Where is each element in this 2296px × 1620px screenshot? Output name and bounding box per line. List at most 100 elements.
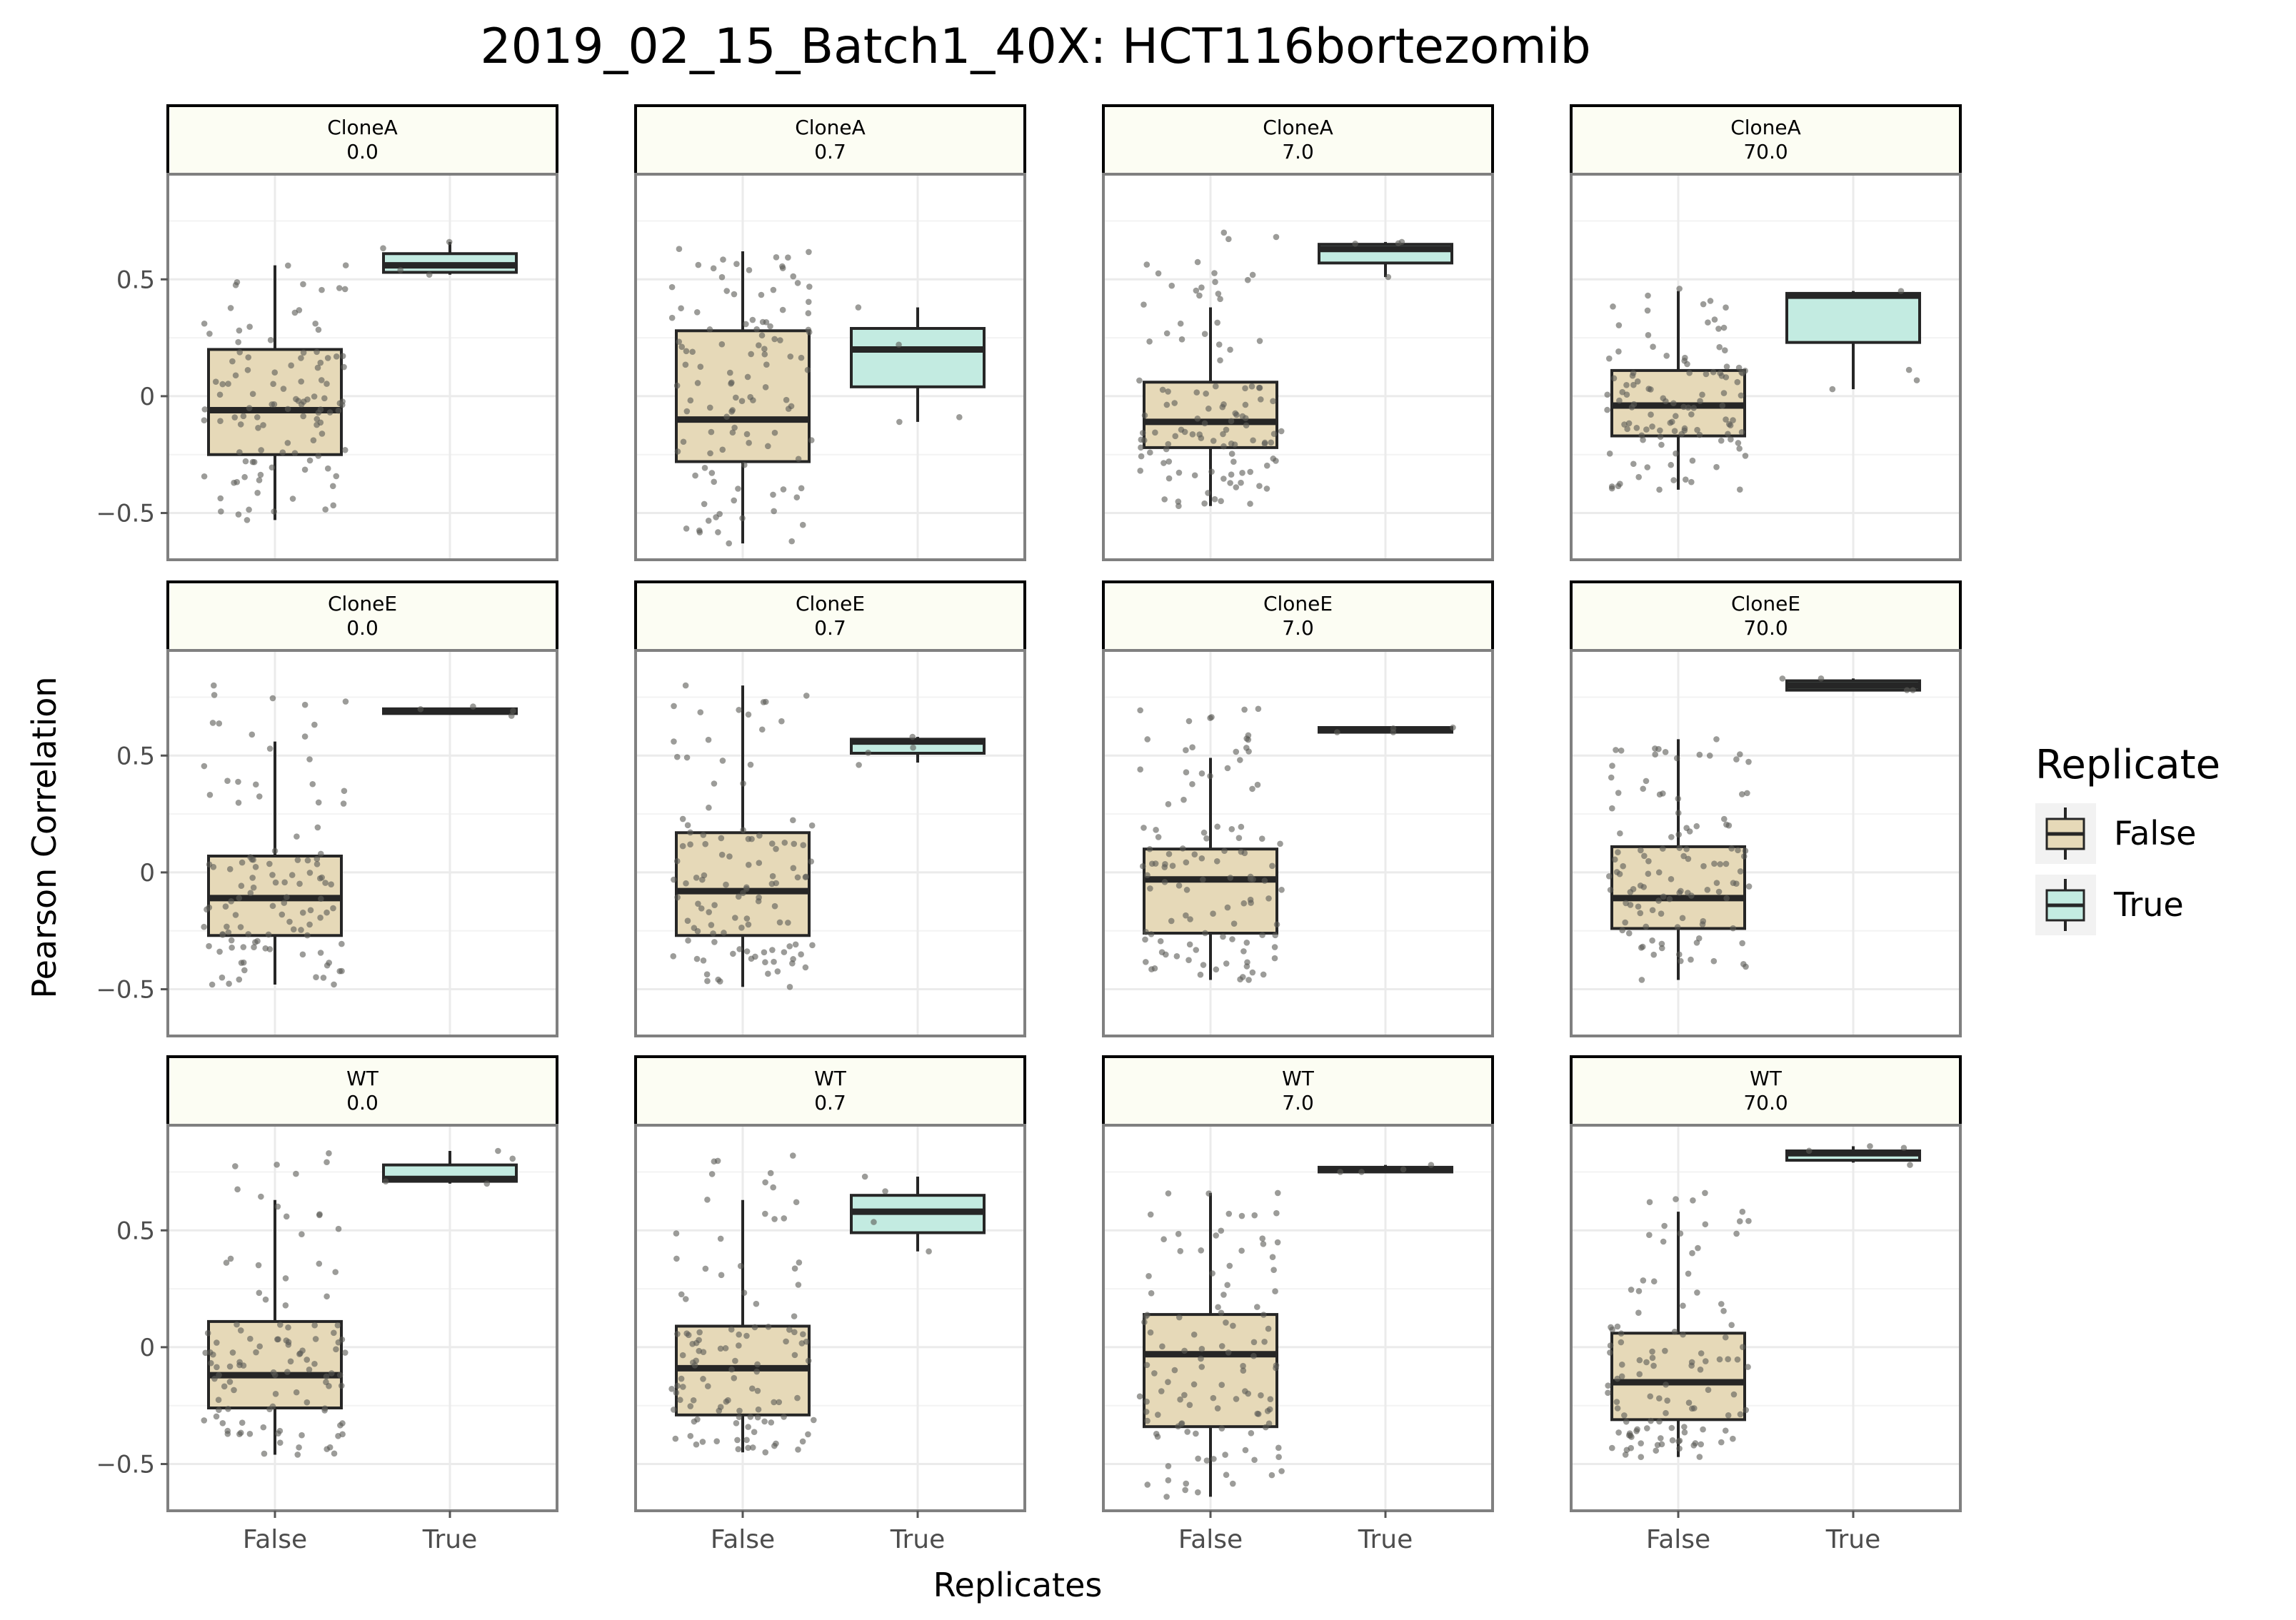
data-point	[1202, 930, 1208, 937]
data-point	[674, 1331, 681, 1337]
legend-label: True	[2113, 885, 2184, 924]
data-point	[1818, 675, 1825, 682]
data-point	[1138, 444, 1144, 451]
data-point	[509, 1155, 516, 1162]
data-point	[1208, 468, 1215, 475]
data-point	[1707, 298, 1714, 304]
data-point	[252, 939, 259, 945]
data-point	[1643, 923, 1650, 930]
data-point	[1155, 834, 1162, 840]
data-point	[1227, 480, 1233, 486]
data-point	[1643, 1359, 1650, 1366]
data-point	[1609, 763, 1615, 769]
data-point	[786, 983, 793, 990]
data-point	[1739, 940, 1745, 947]
data-point	[1623, 382, 1630, 388]
data-point	[1143, 1362, 1150, 1369]
data-point	[1242, 1447, 1249, 1454]
data-point	[805, 298, 812, 306]
data-point	[1662, 1347, 1668, 1354]
data-point	[1245, 732, 1252, 739]
data-point	[1227, 346, 1233, 353]
data-point	[266, 860, 273, 867]
data-point	[803, 1338, 810, 1345]
data-point	[1675, 810, 1682, 817]
data-point	[1247, 468, 1254, 476]
data-point	[301, 701, 309, 708]
data-point	[1673, 450, 1679, 457]
data-point	[1630, 885, 1637, 892]
data-point	[324, 355, 331, 361]
data-point	[1147, 885, 1153, 892]
data-point	[247, 890, 254, 897]
data-point	[276, 1427, 284, 1434]
data-point	[793, 1199, 800, 1206]
facet-strip-clone-label: WT	[346, 1067, 379, 1090]
data-point	[1867, 1143, 1873, 1149]
data-point	[1390, 729, 1397, 735]
data-point	[1222, 1452, 1228, 1458]
data-point	[1674, 924, 1681, 930]
data-point	[300, 413, 306, 420]
legend-entry-true: True	[2035, 875, 2184, 935]
data-point	[706, 404, 713, 411]
data-point	[1152, 860, 1159, 867]
data-point	[1193, 287, 1200, 294]
data-point	[1183, 887, 1190, 893]
data-point	[1745, 1364, 1751, 1370]
data-point	[710, 265, 717, 272]
data-point	[341, 446, 349, 453]
data-point	[246, 405, 253, 411]
data-point	[417, 705, 424, 713]
data-point	[731, 1374, 738, 1382]
data-point	[255, 424, 261, 431]
data-point	[335, 1225, 342, 1232]
data-point	[219, 1420, 226, 1427]
data-point	[1161, 879, 1168, 885]
data-point	[756, 832, 763, 839]
data-point	[1220, 933, 1226, 940]
data-point	[289, 495, 296, 502]
data-point	[1635, 1309, 1642, 1317]
data-point	[1657, 433, 1664, 441]
data-point	[1693, 822, 1700, 830]
data-point	[1676, 1437, 1683, 1444]
data-point	[711, 780, 718, 787]
facet-strip	[1570, 1055, 1962, 1127]
data-point	[322, 880, 329, 886]
data-point	[808, 858, 815, 865]
panel-border	[166, 1124, 558, 1512]
data-point	[771, 429, 778, 436]
data-point	[284, 1369, 291, 1375]
data-point	[672, 1435, 679, 1442]
data-point	[761, 1418, 768, 1425]
data-point	[770, 1184, 776, 1191]
data-point	[717, 978, 723, 985]
data-point	[1400, 1166, 1407, 1173]
data-point	[1214, 319, 1220, 326]
data-point	[1261, 439, 1268, 446]
data-point	[1730, 1435, 1736, 1442]
data-point	[284, 894, 290, 900]
data-point	[1230, 1322, 1236, 1329]
data-point	[1242, 1388, 1248, 1394]
data-point	[676, 338, 683, 345]
box-true	[850, 327, 986, 388]
data-point	[705, 518, 712, 524]
data-point	[1270, 431, 1278, 438]
data-point	[673, 1230, 680, 1237]
data-point	[704, 1197, 711, 1203]
data-point	[1273, 921, 1280, 928]
data-point	[1646, 1199, 1653, 1206]
data-point	[743, 884, 750, 891]
data-point	[755, 1406, 762, 1413]
data-point	[1706, 753, 1713, 759]
data-point	[1273, 1362, 1280, 1369]
data-point	[1829, 386, 1836, 393]
data-point	[234, 1186, 241, 1193]
data-point	[810, 1417, 817, 1424]
data-point	[740, 890, 746, 897]
data-point	[794, 1394, 801, 1402]
data-point	[1183, 859, 1190, 866]
data-point	[215, 1397, 222, 1403]
